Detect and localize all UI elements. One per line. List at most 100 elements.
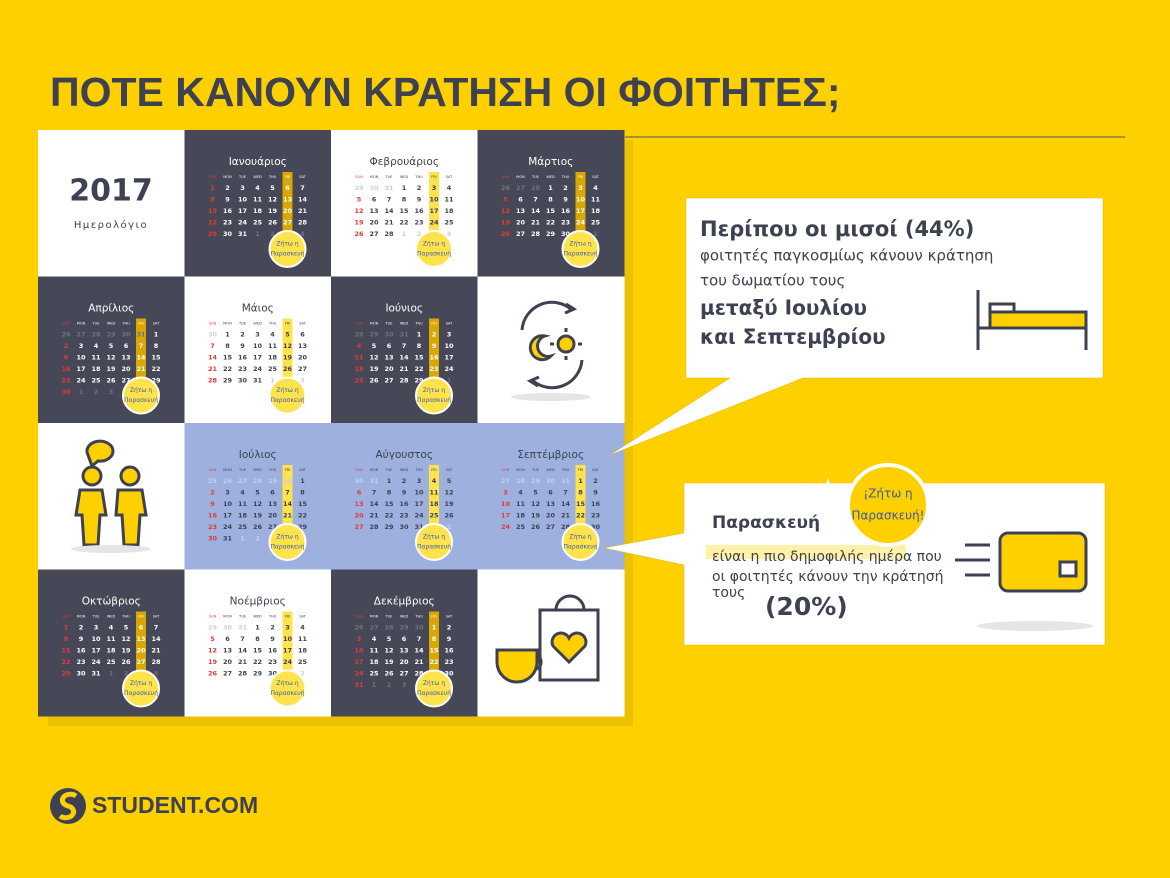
day-number: 20 bbox=[384, 365, 394, 373]
day-number: 11 bbox=[444, 196, 454, 204]
day-number: 16 bbox=[223, 207, 233, 215]
friday-badge bbox=[268, 376, 307, 415]
day-number: 3 bbox=[357, 635, 362, 643]
day-number: 22 bbox=[546, 219, 555, 227]
weekday: FRI bbox=[138, 322, 143, 326]
day-number: 7 bbox=[372, 489, 377, 497]
badge-text: Παρασκευή bbox=[563, 544, 597, 551]
day-number: 24 bbox=[238, 219, 248, 227]
weekday: SAT bbox=[592, 175, 599, 179]
day-number: 13 bbox=[399, 647, 408, 655]
badge-text: Ζήτω η bbox=[423, 387, 445, 394]
day-number: 29 bbox=[298, 523, 308, 531]
day-number: 4 bbox=[447, 184, 452, 192]
badge-text: Ζήτω η bbox=[423, 241, 445, 248]
day-number: 2 bbox=[563, 184, 568, 192]
day-number: 28 bbox=[369, 523, 379, 531]
day-number: 16 bbox=[268, 647, 278, 655]
day-number: 1 bbox=[402, 230, 407, 238]
friday-highlight bbox=[429, 172, 439, 252]
day-number: 25 bbox=[369, 670, 379, 678]
day-number: 29 bbox=[546, 230, 556, 238]
weekday: SAT bbox=[153, 322, 160, 326]
day-number: 22 bbox=[429, 658, 438, 666]
friday-badge bbox=[415, 523, 453, 561]
day-number: 14 bbox=[369, 500, 379, 508]
day-number: 24 bbox=[91, 658, 101, 666]
title: ΠΟΤΕ ΚΑΝΟΥΝ ΚΡΑΤΗΣΗ ΟΙ ΦΟΙΤΗΤΕΣ; bbox=[50, 69, 841, 115]
day-number: 29 bbox=[61, 670, 71, 678]
weekday: THU bbox=[561, 175, 570, 179]
day-number: 1 bbox=[210, 184, 215, 192]
weekday: THU bbox=[268, 468, 277, 472]
day-number: 1 bbox=[255, 230, 260, 238]
icon-shadow bbox=[71, 545, 151, 553]
weekday: WED bbox=[400, 175, 409, 179]
weekday: THU bbox=[414, 175, 423, 179]
day-number: 15 bbox=[253, 647, 263, 655]
day-number: 10 bbox=[414, 489, 424, 497]
day-number: 31 bbox=[238, 230, 248, 238]
day-number: 6 bbox=[372, 196, 377, 204]
weekday: FRI bbox=[138, 615, 143, 619]
day-number: 16 bbox=[591, 500, 601, 508]
day-number: 2 bbox=[402, 477, 407, 485]
day-number: 5 bbox=[372, 342, 377, 350]
callout-emphasis: μεταξύ Ιουλίου bbox=[700, 296, 867, 320]
weekday: THU bbox=[414, 468, 423, 472]
day-number: 11 bbox=[429, 489, 439, 497]
callout-figure: (20%) bbox=[765, 592, 848, 621]
day-number: 26 bbox=[283, 365, 293, 373]
card-icon bbox=[955, 531, 1088, 593]
day-number: 27 bbox=[298, 365, 307, 373]
day-number: 17 bbox=[283, 647, 292, 655]
badge-text: Ζήτω η bbox=[569, 241, 591, 248]
day-number: 20 bbox=[223, 658, 233, 666]
day-number: 8 bbox=[432, 635, 437, 643]
day-number: 18 bbox=[238, 512, 248, 520]
weekday: FRI bbox=[431, 468, 436, 472]
day-number: 23 bbox=[223, 219, 232, 227]
badge-text: Ζήτω η bbox=[276, 241, 298, 248]
day-number: 10 bbox=[76, 354, 86, 362]
day-number: 2 bbox=[255, 535, 260, 543]
weekday: SAT bbox=[446, 322, 453, 326]
day-number: 19 bbox=[121, 647, 131, 655]
day-number: 11 bbox=[91, 354, 101, 362]
day-number: 16 bbox=[561, 207, 571, 215]
month-name: Μάιος bbox=[242, 303, 274, 315]
badge-text: Παρασκευή bbox=[417, 690, 451, 697]
weekday: MON bbox=[370, 175, 379, 179]
month-name: Αύγουστος bbox=[375, 449, 433, 461]
day-number: 23 bbox=[561, 219, 570, 227]
day-number: 21 bbox=[283, 512, 293, 520]
weekday: FRI bbox=[578, 468, 583, 472]
day-number: 7 bbox=[402, 342, 407, 350]
day-number: 8 bbox=[417, 342, 422, 350]
day-number: 4 bbox=[109, 624, 114, 632]
day-number: 26 bbox=[253, 523, 263, 531]
day-number: 16 bbox=[399, 500, 409, 508]
day-number: 5 bbox=[387, 635, 392, 643]
day-number: 4 bbox=[255, 184, 260, 192]
tile bbox=[331, 130, 478, 277]
weekday: TUE bbox=[238, 322, 246, 326]
day-number: 14 bbox=[531, 207, 541, 215]
day-number: 29 bbox=[531, 477, 541, 485]
day-number: 25 bbox=[516, 523, 526, 531]
day-number: 2 bbox=[124, 670, 129, 678]
badge-text: Παρασκευή bbox=[124, 397, 158, 404]
day-number: 9 bbox=[64, 354, 69, 362]
day-number: 15 bbox=[414, 354, 424, 362]
friday-highlight bbox=[282, 611, 293, 692]
day-number: 25 bbox=[354, 377, 364, 385]
friday-highlight bbox=[575, 172, 586, 252]
day-number: 28 bbox=[354, 331, 364, 339]
badge-text: Παρασκευή bbox=[270, 251, 304, 258]
day-number: 22 bbox=[399, 219, 408, 227]
day-number: 2 bbox=[270, 230, 275, 238]
day-number: 10 bbox=[91, 635, 101, 643]
day-number: 9 bbox=[593, 489, 598, 497]
